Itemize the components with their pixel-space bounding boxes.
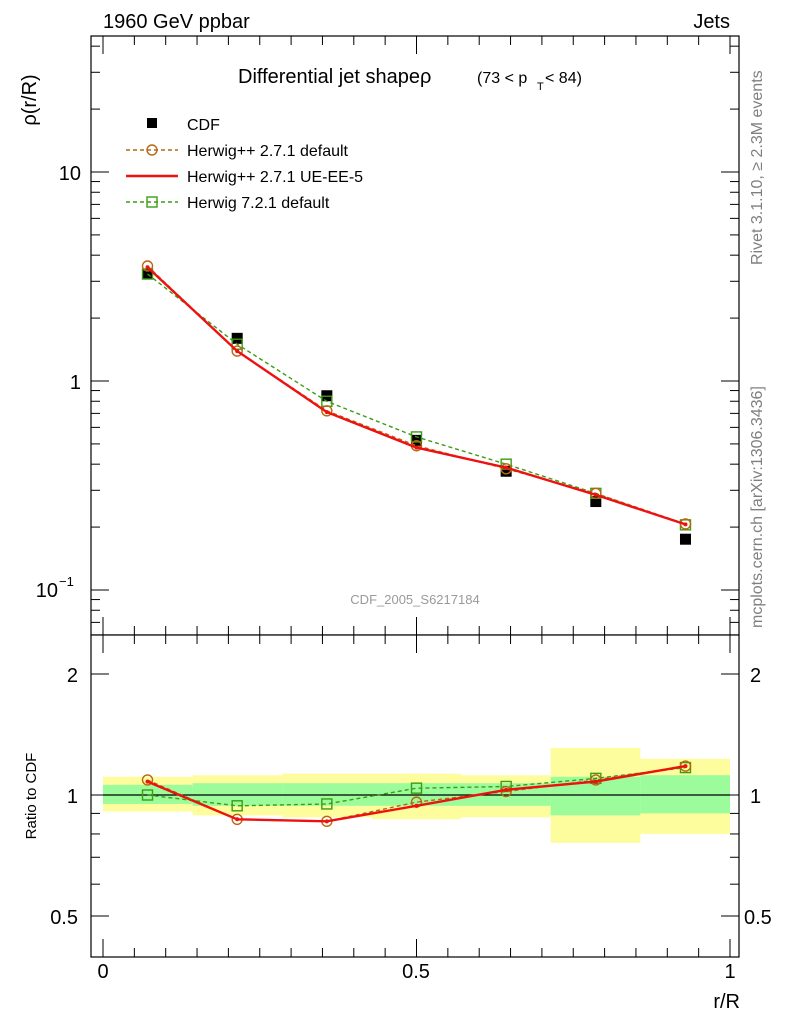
ratio-ylabel: Ratio to CDF	[23, 753, 40, 840]
legend-label-herwig-ueee5: Herwig++ 2.7.1 UE-EE-5	[187, 169, 363, 186]
x-axis-label: r/R	[713, 991, 740, 1013]
ratio-point-herwig-2-7-1-ue-ee-5	[683, 764, 688, 769]
main-axis-ticks	[91, 36, 739, 635]
legend-entry-cdf: CDF	[147, 117, 220, 134]
main-point-cdf	[590, 496, 602, 508]
rivet-label: Rivet 3.1.10, ≥ 2.3M events	[749, 70, 766, 265]
ratio-ytick-2-left: 2	[67, 665, 78, 687]
main-point-herwig-2-7-1-ue-ee-5	[683, 522, 688, 527]
title-range-sub: T	[537, 81, 544, 93]
ytick-label-1: 1	[70, 372, 81, 394]
ratio-point-herwig-7-2-1-default	[321, 798, 333, 810]
main-point-cdf	[231, 332, 243, 344]
main-point-herwig-2-7-1-ue-ee-5	[235, 349, 240, 354]
main-point-herwig-7-2-1-default	[410, 431, 423, 443]
main-point-cdf	[679, 533, 691, 545]
xtick-label-1: 1	[724, 961, 735, 983]
ratio-ytick-1-left: 1	[67, 786, 78, 808]
main-point-herwig-2-7-1-ue-ee-5	[593, 492, 598, 497]
ratio-point-herwig-2-7-1-ue-ee-5	[235, 817, 240, 822]
main-ylabel: ρ(r/R)	[19, 74, 41, 125]
main-point-herwig-2-7-1-ue-ee-5	[504, 465, 509, 470]
main-point-herwig-2-7-1-default	[321, 405, 333, 417]
ratio-frame	[90, 634, 740, 958]
ratio-point-herwig-2-7-1-ue-ee-5	[593, 779, 598, 784]
ratio-panel: Ratio to CDF 2 1 0.5 2 1 0.5 0 0.5 1 r/R	[23, 634, 772, 1013]
analysis-watermark: CDF_2005_S6217184	[350, 592, 479, 607]
legend-entry-herwig7: Herwig 7.2.1 default	[126, 195, 330, 212]
header-right: Jets	[693, 11, 730, 33]
ratio-point-herwig-7-2-1-default	[141, 789, 154, 801]
main-point-herwig-2-7-1-default	[231, 345, 243, 357]
main-point-cdf	[500, 465, 512, 477]
ratio-point-herwig-7-2-1-default	[231, 800, 243, 812]
ratio-axis-ticks	[91, 635, 739, 957]
legend: CDF Herwig++ 2.7.1 default Herwig++ 2.7.…	[126, 117, 363, 212]
legend-entry-herwig-default: Herwig++ 2.7.1 default	[126, 143, 349, 160]
ratio-ytick-0p5-right: 0.5	[744, 907, 772, 929]
ratio-point-herwig-2-7-1-ue-ee-5	[145, 779, 150, 784]
ratio-ytick-1-right: 1	[750, 786, 761, 808]
ytick-label-0p1-exp: −1	[59, 574, 74, 589]
header-left: 1960 GeV ppbar	[103, 11, 250, 33]
ratio-line-herwig-7-2-1-default	[147, 766, 686, 807]
main-title: Differential jet shapeρ	[238, 66, 431, 88]
legend-marker-herwig7	[146, 196, 158, 208]
main-point-herwig-2-7-1-ue-ee-5	[414, 445, 419, 450]
ratio-point-herwig-2-7-1-default	[141, 774, 154, 786]
ratio-series-herwig-2-7-1-ue-ee-5	[145, 764, 688, 824]
main-plot-area	[91, 36, 739, 635]
ratio-point-herwig-7-2-1-default	[410, 782, 423, 794]
ratio-ytick-0p5-left: 0.5	[50, 907, 78, 929]
xtick-label-0: 0	[97, 961, 108, 983]
xtick-label-0p5: 0.5	[402, 961, 430, 983]
ytick-label-10: 10	[59, 163, 81, 185]
legend-label-cdf: CDF	[187, 117, 220, 134]
ytick-label-0p1: 10	[36, 580, 58, 602]
legend-label-herwig-default: Herwig++ 2.7.1 default	[187, 143, 349, 160]
title-range-a: (73 < p	[477, 70, 527, 87]
ratio-ytick-2-right: 2	[750, 665, 761, 687]
ratio-series	[141, 760, 692, 828]
main-panel: ρ(r/R) 10 1 10 −1 Differential jet shape…	[19, 35, 740, 636]
mcplots-label: mcplots.cern.ch [arXiv:1306.3436]	[749, 386, 766, 628]
main-series-herwig-2-7-1-ue-ee-5	[145, 265, 688, 527]
ratio-point-herwig-2-7-1-ue-ee-5	[414, 803, 419, 808]
main-point-herwig-2-7-1-ue-ee-5	[145, 265, 150, 270]
title-range-b: < 84)	[545, 70, 582, 87]
legend-label-herwig7: Herwig 7.2.1 default	[187, 195, 330, 212]
main-point-herwig-2-7-1-default	[141, 260, 154, 272]
main-series	[141, 260, 692, 545]
main-point-herwig-2-7-1-ue-ee-5	[324, 410, 329, 415]
ratio-point-herwig-2-7-1-ue-ee-5	[504, 787, 509, 792]
ratio-point-herwig-2-7-1-ue-ee-5	[324, 819, 329, 824]
legend-entry-herwig-ueee5: Herwig++ 2.7.1 UE-EE-5	[126, 169, 363, 186]
legend-marker-herwig-default	[146, 144, 158, 156]
legend-marker-cdf	[147, 118, 157, 128]
ratio-band-inner	[640, 775, 730, 814]
